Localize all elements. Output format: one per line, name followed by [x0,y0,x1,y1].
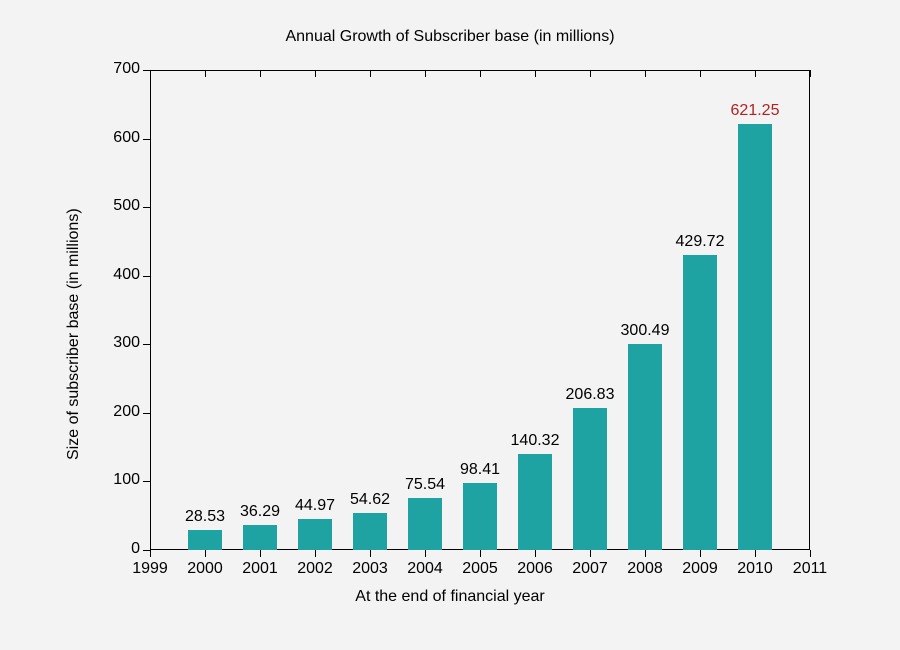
bar [738,124,772,550]
bar-value-label: 300.49 [613,322,677,340]
x-tick [645,550,646,557]
y-tick-label: 300 [113,334,140,352]
x-tick-label: 2004 [403,560,447,578]
x-tick-top [535,70,536,77]
y-tick [143,139,150,140]
bar [243,525,277,550]
chart-title: Annual Growth of Subscriber base (in mil… [0,28,900,46]
y-tick [143,481,150,482]
x-tick-label: 2007 [568,560,612,578]
x-tick-top [645,70,646,77]
y-tick-label: 500 [113,197,140,215]
x-tick-top [810,70,811,77]
x-tick-label: 2002 [293,560,337,578]
bar [628,344,662,550]
x-tick-top [480,70,481,77]
bar-value-label: 98.41 [448,461,512,479]
x-tick-label: 1999 [128,560,172,578]
bar-value-label: 621.25 [723,102,787,120]
x-tick [315,550,316,557]
x-tick-label: 2005 [458,560,502,578]
y-tick [143,344,150,345]
x-tick-top [260,70,261,77]
x-tick [370,550,371,557]
x-tick-label: 2008 [623,560,667,578]
x-tick [205,550,206,557]
x-axis-label: At the end of financial year [0,588,900,606]
x-tick-top [315,70,316,77]
x-tick-label: 2011 [788,560,832,578]
bar [518,454,552,550]
x-tick [755,550,756,557]
x-tick-top [150,70,151,77]
y-tick-label: 200 [113,403,140,421]
y-tick-label: 600 [113,129,140,147]
bar [573,408,607,550]
x-tick-label: 2006 [513,560,557,578]
x-tick-top [700,70,701,77]
y-tick-label: 100 [113,471,140,489]
chart-container: Annual Growth of Subscriber base (in mil… [0,0,900,650]
x-tick-label: 2001 [238,560,282,578]
x-tick [150,550,151,557]
x-tick-top [425,70,426,77]
y-tick [143,550,150,551]
y-tick [143,70,150,71]
y-axis-label: Size of subscriber base (in millions) [65,208,83,460]
x-tick-top [205,70,206,77]
x-tick-label: 2003 [348,560,392,578]
x-tick-top [590,70,591,77]
bar-value-label: 429.72 [668,233,732,251]
x-tick [260,550,261,557]
bar-value-label: 75.54 [393,476,457,494]
x-tick [535,550,536,557]
y-tick [143,276,150,277]
bar [353,513,387,550]
x-tick-label: 2009 [678,560,722,578]
bar-value-label: 140.32 [503,432,567,450]
x-tick-top [755,70,756,77]
bar [298,519,332,550]
x-tick [810,550,811,557]
y-tick [143,207,150,208]
x-tick-label: 2010 [733,560,777,578]
bar [463,483,497,550]
y-tick-label: 700 [113,60,140,78]
x-tick [590,550,591,557]
x-tick-label: 2000 [183,560,227,578]
bar [408,498,442,550]
x-tick [425,550,426,557]
bar [188,530,222,550]
y-tick-label: 0 [131,540,140,558]
x-tick-top [370,70,371,77]
bar [683,255,717,550]
y-tick-label: 400 [113,266,140,284]
x-tick [700,550,701,557]
bar-value-label: 206.83 [558,386,622,404]
y-tick [143,413,150,414]
x-tick [480,550,481,557]
